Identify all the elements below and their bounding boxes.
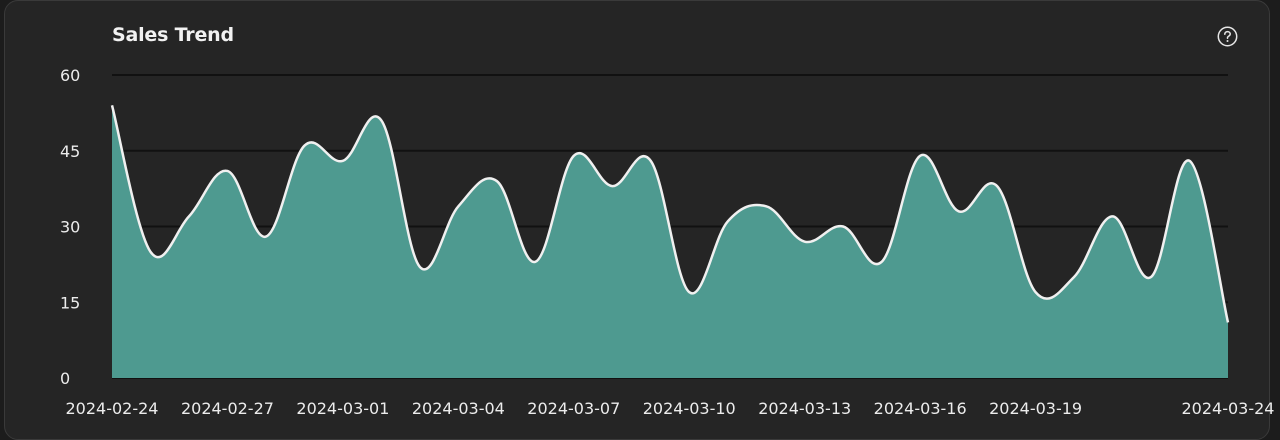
y-tick-label: 15 [60,293,80,312]
data-point [1187,158,1193,164]
data-point [763,203,769,209]
data-point [224,168,230,174]
data-point [1110,213,1116,219]
x-tick-label: 2024-03-07 [527,399,620,418]
data-point [956,208,962,214]
x-tick-label: 2024-02-24 [66,399,159,418]
data-point [378,117,384,123]
data-point [532,259,538,265]
data-point [147,249,153,255]
series-line [110,104,1230,323]
x-axis-ticks: 2024-02-24 2024-02-27 2024-03-01 2024-03-04… [66,399,1275,418]
x-tick-label: 2024-03-13 [758,399,851,418]
area-fill [112,105,1228,379]
data-point [1033,289,1039,295]
data-point [494,178,500,184]
y-axis-ticks: 0 15 30 45 60 [60,66,80,388]
x-tick-label: 2024-02-27 [181,399,274,418]
data-point [725,218,731,224]
chart-title: Sales Trend [112,24,234,46]
x-tick-label: 2024-03-10 [643,399,736,418]
x-tick-label: 2024-03-04 [412,399,505,418]
data-point [917,153,923,159]
data-point [1071,274,1077,280]
help-circle-icon[interactable] [1217,26,1238,47]
data-point [263,234,269,240]
data-point [1225,319,1231,325]
data-point [571,153,577,159]
data-point [686,289,692,295]
y-tick-label: 0 [60,369,70,388]
y-tick-label: 60 [60,66,80,85]
area-chart: 0 15 30 45 60 2024-02-24 2024-02-27 2024-03-01… [60,66,1275,418]
y-tick-label: 30 [60,218,80,237]
y-tick-label: 45 [60,142,80,161]
data-point [648,158,654,164]
x-tick-label: 2024-03-16 [874,399,967,418]
data-point [417,264,423,270]
data-point [802,239,808,245]
data-point [186,213,192,219]
data-point [994,183,1000,189]
data-point [609,183,615,189]
help-circle-icon-glyph [1217,26,1238,47]
data-point [840,224,846,230]
x-tick-label: 2024-03-24 [1182,399,1275,418]
data-point [879,259,885,265]
data-point [340,158,346,164]
data-point [1148,274,1154,280]
data-point [301,143,307,149]
data-point [109,102,115,108]
x-tick-label: 2024-03-01 [296,399,389,418]
data-point [455,203,461,209]
x-tick-label: 2024-03-19 [989,399,1082,418]
